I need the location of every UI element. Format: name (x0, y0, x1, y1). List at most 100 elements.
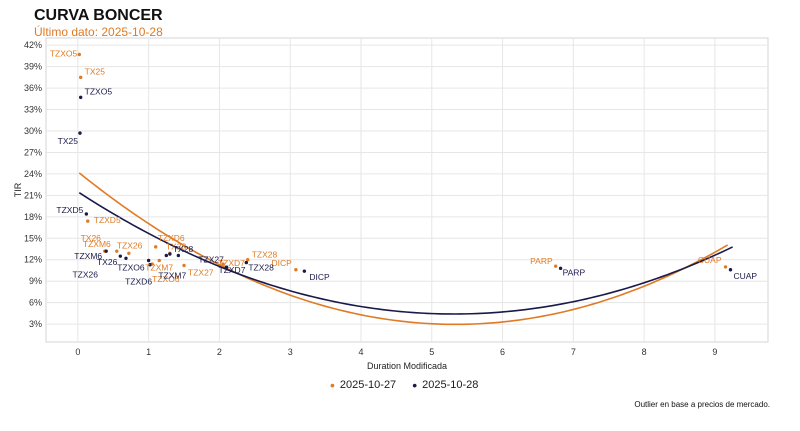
point-label: TZX26 (117, 240, 143, 250)
data-point (558, 266, 563, 271)
x-tick-label: 9 (712, 347, 717, 357)
y-tick-label: 30% (24, 126, 42, 136)
point-label: TZXO6 (117, 262, 145, 272)
fit-curve-prev (78, 172, 729, 326)
point-label: TX26 (81, 233, 102, 243)
chart-title: CURVA BONCER (34, 7, 163, 24)
data-point (124, 256, 128, 261)
y-tick-label: 39% (24, 62, 42, 72)
y-tick-label: 3% (29, 319, 42, 329)
point-layer (77, 52, 733, 273)
legend-label-last: 2025-10-28 (422, 379, 479, 391)
point-label: TZXD5 (94, 215, 121, 225)
point-label: TZX27 (198, 254, 224, 264)
data-point (176, 253, 181, 258)
data-point (77, 52, 81, 57)
point-label: TX28 (173, 244, 194, 254)
data-point (86, 219, 90, 223)
x-tick-label: 1 (146, 347, 151, 357)
x-tick-label: 6 (500, 347, 505, 357)
y-tick-label: 6% (29, 298, 42, 308)
data-point (246, 258, 250, 262)
point-label: TZXO6 (152, 274, 180, 284)
data-point (182, 263, 186, 268)
point-label: TZX28 (248, 263, 274, 273)
legend: • 2025-10-27 • 2025-10-28 (330, 378, 478, 392)
y-tick-label: 33% (24, 105, 42, 115)
data-point (244, 260, 249, 265)
point-label: TX26 (97, 257, 118, 267)
y-tick-label: 36% (24, 83, 42, 93)
x-tick-label: 8 (642, 347, 647, 357)
point-label: TZXO5 (50, 48, 78, 58)
fit-curve-last (78, 192, 733, 315)
chart-subtitle: Último dato: 2025-10-28 (34, 25, 163, 39)
data-point (104, 249, 108, 253)
legend-item-last: • 2025-10-28 (412, 378, 478, 392)
x-tick-label: 4 (358, 347, 363, 357)
data-point (157, 258, 161, 263)
point-label: TZXD5 (56, 205, 83, 215)
point-label: TZXD6 (125, 277, 152, 287)
y-tick-label: 24% (24, 169, 42, 179)
data-point (118, 254, 123, 258)
point-label: TZXM6 (83, 239, 111, 249)
point-label: CUAP (698, 255, 722, 265)
data-point (294, 268, 298, 272)
data-point (723, 265, 728, 269)
x-tick-label: 5 (429, 347, 434, 357)
y-tick-label: 18% (24, 212, 42, 222)
y-tick-label: 27% (24, 147, 42, 157)
data-point (553, 264, 558, 268)
data-point (224, 265, 229, 269)
data-point (221, 262, 225, 266)
axis-layer: 0 1 2 3 4 5 6 7 8 9 3% 6% 9% 12% 15% 18% 21% 24% 27% 30% 33%… (24, 40, 717, 357)
x-tick-label: 7 (571, 347, 576, 357)
point-label: TZXM7 (158, 270, 186, 280)
grid-layer (46, 38, 768, 342)
data-point (78, 95, 83, 100)
footnote: Outlier en base a precios de mercado. (634, 400, 770, 409)
point-label: DICP (309, 272, 330, 282)
data-point (146, 258, 151, 263)
point-label: TX28 (166, 241, 187, 251)
point-label: PARP (530, 256, 553, 266)
data-point (84, 212, 89, 216)
legend-dot-icon: • (412, 377, 418, 393)
data-point (164, 253, 169, 258)
point-label: TZXD7 (218, 258, 245, 268)
point-label: TZXM7 (145, 262, 173, 272)
point-label: DICP (272, 258, 293, 268)
y-axis-title: TIR (13, 182, 23, 197)
point-label: TZXD7 (219, 265, 246, 275)
point-label: TZX26 (72, 269, 98, 279)
x-tick-label: 0 (75, 347, 80, 357)
legend-item-prev: • 2025-10-27 (330, 378, 396, 392)
curve-layer (78, 172, 733, 326)
point-label: TZXO5 (85, 86, 113, 96)
data-point (127, 251, 131, 256)
point-label: TZXD6 (158, 233, 185, 243)
point-label: CUAP (733, 271, 757, 281)
data-point (78, 131, 82, 135)
x-axis-title: Duration Modificada (367, 361, 447, 371)
data-point (154, 245, 158, 249)
plot-frame (45, 37, 769, 343)
x-tick-label: 3 (288, 347, 293, 357)
y-tick-label: 9% (29, 276, 42, 286)
data-point (78, 75, 83, 80)
y-tick-label: 15% (24, 233, 42, 243)
point-label: TZX28 (252, 250, 278, 260)
data-point (302, 269, 307, 273)
point-label: TZX27 (188, 267, 214, 277)
data-point (115, 249, 119, 253)
y-tick-label: 21% (24, 190, 42, 200)
y-tick-label: 12% (24, 255, 42, 265)
data-point (168, 252, 172, 256)
point-label: PARP (563, 267, 586, 277)
point-label: TX25 (85, 66, 106, 76)
y-tick-label: 42% (24, 40, 42, 50)
data-point (148, 263, 152, 267)
